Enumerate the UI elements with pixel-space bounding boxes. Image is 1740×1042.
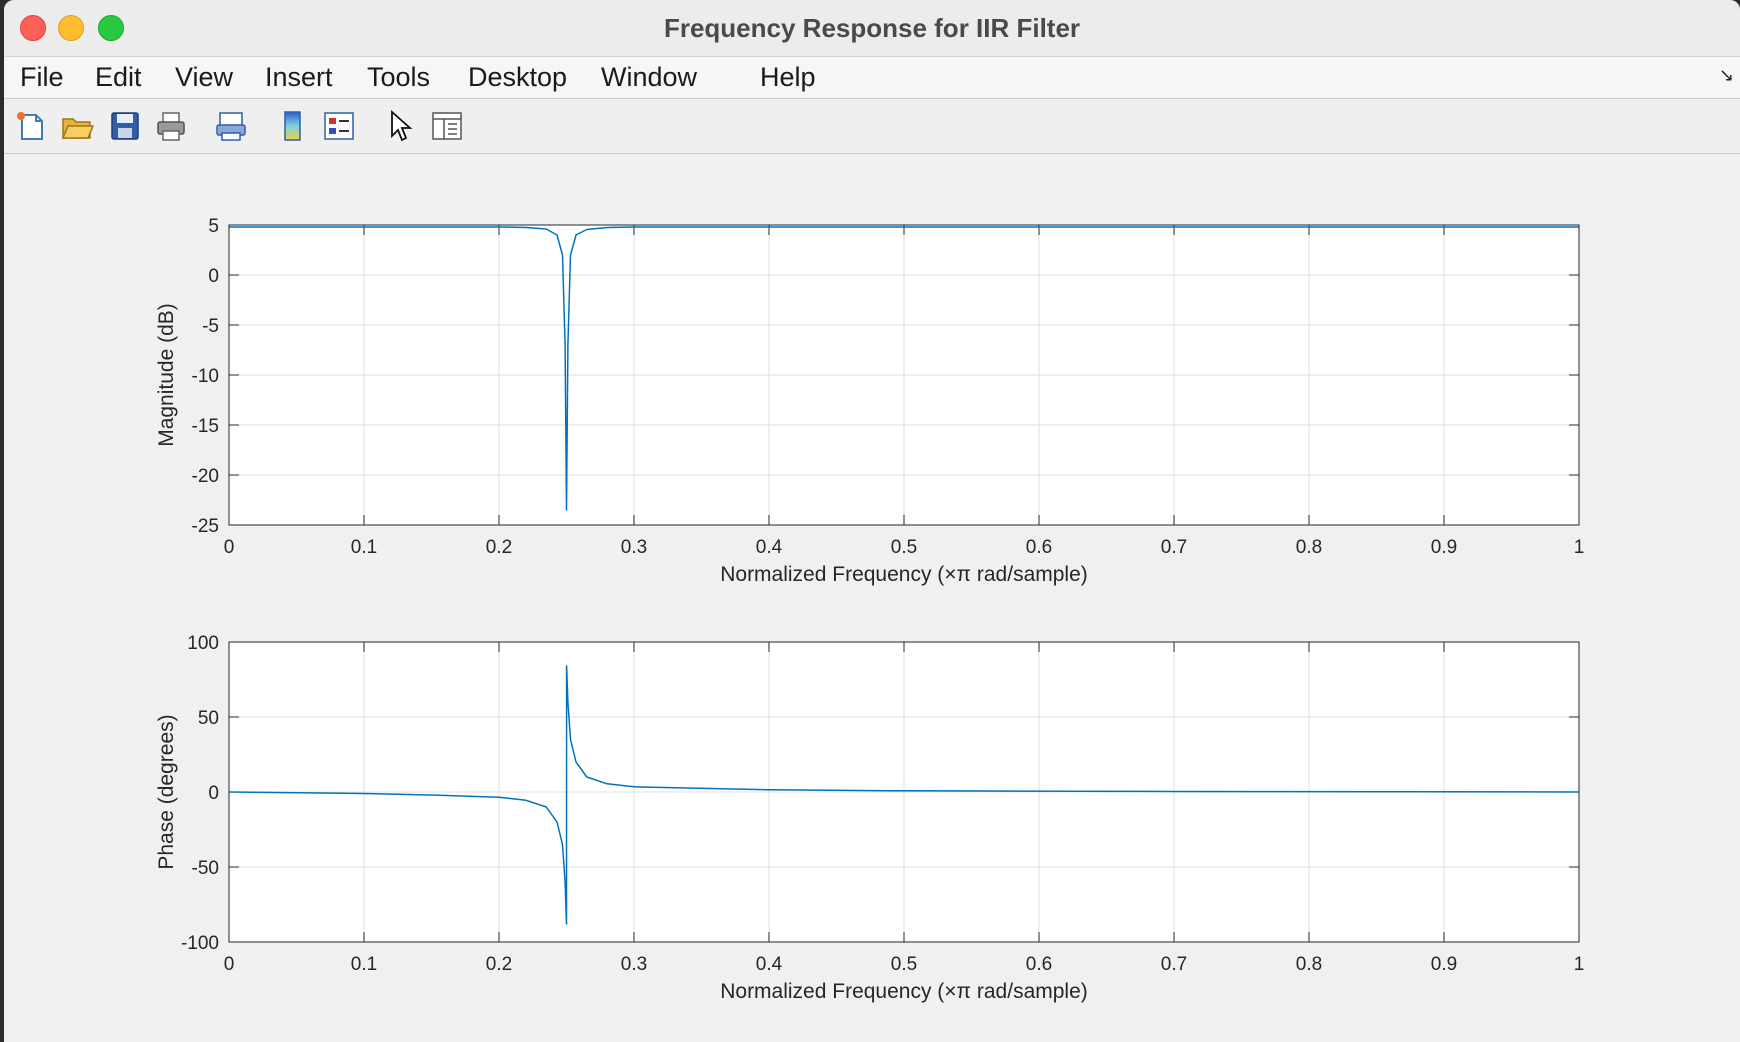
phase-x-tick-label: 0.2: [486, 954, 512, 975]
figure-canvas: 0 0.1 0.2 0.3 0.4 0.5 0.6 0.7 0.8 0.9 1 5 0 -5 -10 -15-…: [4, 154, 1740, 1042]
phase-y-tick-label: 100: [187, 633, 219, 654]
phase-axes: 0 0.1 0.2 0.3 0.4 0.5 0.6 0.7 0.8 0.9 1 100 50 0 -50 -1…: [155, 633, 1584, 1003]
phase-y-tick-label: 0: [208, 783, 219, 804]
phase-x-tick-label: 0.3: [621, 954, 647, 975]
phase-x-tick-label: 1: [1574, 954, 1585, 975]
magnitude-x-tick-label: 0: [224, 537, 235, 558]
minimize-window-button[interactable]: [58, 15, 84, 41]
phase-x-axis-label: Normalized Frequency (×π rad/sample): [720, 980, 1088, 1003]
colorbar-icon[interactable]: [276, 109, 310, 143]
phase-y-tick-label: -50: [192, 858, 219, 879]
menu-desktop[interactable]: Desktop: [468, 62, 568, 92]
phase-x-tick-label: 0.8: [1296, 954, 1322, 975]
phase-x-tick-label: 0.6: [1026, 954, 1052, 975]
magnitude-y-tick-label: -10: [192, 366, 219, 387]
menu-tools[interactable]: Tools: [367, 62, 431, 92]
magnitude-axes-frame: [228, 224, 1580, 526]
phase-axes-frame: [228, 641, 1580, 943]
open-file-icon[interactable]: [60, 109, 94, 143]
plot-area: 0 0.1 0.2 0.3 0.4 0.5 0.6 0.7 0.8 0.9 150-5-10-15-…: [155, 216, 1584, 1003]
menu-insert[interactable]: Insert: [265, 62, 333, 92]
print-icon[interactable]: [154, 109, 188, 143]
phase-x-tick-label: 0.5: [891, 954, 917, 975]
figure-toolbar: [4, 99, 1740, 154]
phase-y-tick-label: -100: [181, 933, 219, 954]
menu-help[interactable]: Help: [760, 62, 816, 92]
menu-file[interactable]: File: [20, 62, 64, 92]
link-plot-icon[interactable]: [214, 109, 248, 143]
phase-y-tick-label: 50: [198, 708, 219, 729]
menu-window[interactable]: Window: [601, 62, 698, 92]
menu-view[interactable]: View: [175, 62, 234, 92]
magnitude-x-tick-label: 0.5: [891, 537, 917, 558]
phase-series-line: [228, 665, 1580, 925]
window-title: Frequency Response for IIR Filter: [663, 13, 1081, 43]
phase-x-tick-label: 0.9: [1431, 954, 1457, 975]
title-bar: Frequency Response for IIR Filter: [4, 0, 1740, 57]
pointer-icon[interactable]: [384, 109, 418, 143]
magnitude-axes: 0 0.1 0.2 0.3 0.4 0.5 0.6 0.7 0.8 0.9 1 5 0 -5 -10 -15 -…: [155, 216, 1584, 586]
phase-x-tick-label: 0.1: [351, 954, 377, 975]
property-inspector-icon[interactable]: [430, 109, 464, 143]
magnitude-y-tick-label: -5: [202, 316, 219, 337]
new-figure-icon[interactable]: [14, 109, 48, 143]
magnitude-x-tick-label: 0.7: [1161, 537, 1187, 558]
menu-edit[interactable]: Edit: [95, 62, 142, 92]
legend-icon[interactable]: [322, 109, 356, 143]
magnitude-x-tick-label: 0.3: [621, 537, 647, 558]
magnitude-y-tick-label: 0: [208, 266, 219, 287]
magnitude-x-tick-label: 0.2: [486, 537, 512, 558]
save-icon[interactable]: [108, 109, 142, 143]
close-window-button[interactable]: [20, 15, 46, 41]
zoom-window-button[interactable]: [98, 15, 124, 41]
magnitude-y-tick-label: -20: [192, 466, 219, 487]
magnitude-series-line: [229, 226, 1579, 511]
magnitude-x-tick-label: 1: [1574, 537, 1585, 558]
magnitude-x-tick-label: 0.9: [1431, 537, 1457, 558]
magnitude-x-axis-label: Normalized Frequency (×π rad/sample): [720, 563, 1088, 586]
magnitude-y-tick-label: -25: [192, 516, 219, 537]
magnitude-y-tick-label: 5: [208, 216, 219, 237]
undock-arrow-icon[interactable]: ↘: [1718, 65, 1734, 85]
phase-y-axis-label: Phase (degrees): [155, 714, 178, 869]
magnitude-y-tick-label: -15: [192, 416, 219, 437]
menu-bar: File Edit View Insert Tools Desktop Wind…: [4, 57, 1740, 99]
magnitude-x-tick-label: 0.1: [351, 537, 377, 558]
magnitude-y-axis-label: Magnitude (dB): [155, 303, 178, 447]
magnitude-x-tick-label: 0.4: [756, 537, 783, 558]
figure-window: Frequency Response for IIR Filter File E…: [4, 0, 1740, 1042]
phase-x-tick-label: 0.4: [756, 954, 783, 975]
magnitude-x-tick-label: 0.6: [1026, 537, 1052, 558]
phase-x-tick-label: 0.7: [1161, 954, 1187, 975]
magnitude-x-tick-label: 0.8: [1296, 537, 1322, 558]
phase-x-tick-label: 0: [224, 954, 235, 975]
